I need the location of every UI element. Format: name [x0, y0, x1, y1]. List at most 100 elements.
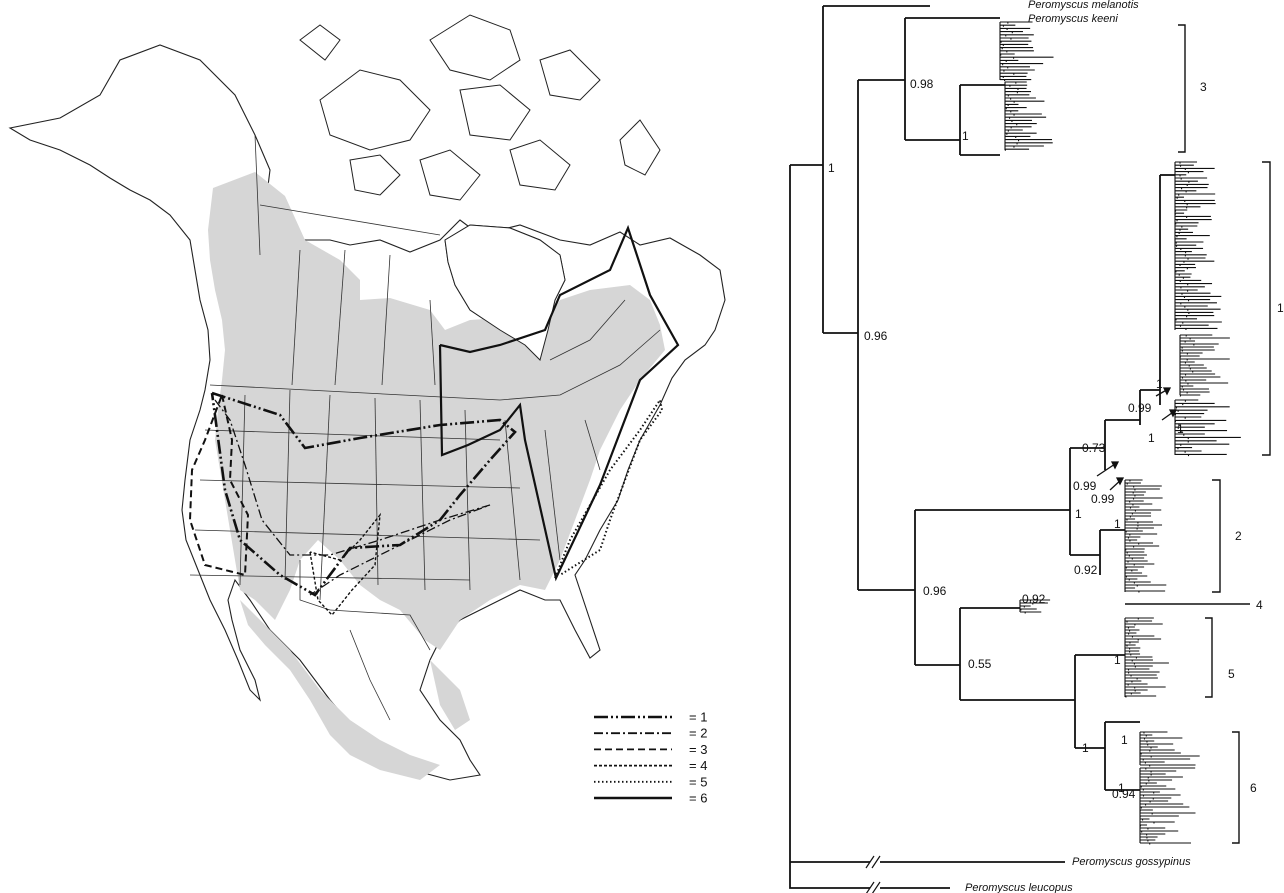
state-province-borders: [189, 134, 661, 721]
tip-branch: [1175, 440, 1217, 443]
tip-branch: [1125, 548, 1145, 551]
tip-branch: [1175, 436, 1241, 440]
tip-branch: [1000, 75, 1027, 78]
route-3: [188, 394, 250, 577]
tip-branch: [1180, 352, 1203, 355]
tip-branch: [1175, 283, 1213, 286]
tip-branch: [1125, 560, 1148, 563]
support-clade3: 1: [962, 129, 969, 143]
tip-branch: [1175, 327, 1218, 330]
tip-branch: [1125, 533, 1158, 536]
tip-branch: [1140, 776, 1183, 779]
tip-branch: [1000, 79, 1032, 82]
tip-branch: [1000, 69, 1035, 72]
tip-branch: [1180, 346, 1214, 349]
tip-branch: [1125, 656, 1153, 659]
tip-branch: [1125, 512, 1152, 515]
tip-branch: [1125, 503, 1153, 506]
support-clade4: 0.92: [1022, 592, 1046, 606]
tip-branch: [1175, 443, 1230, 446]
tip-branch: [1175, 254, 1207, 257]
tip-branch: [1140, 806, 1190, 809]
tips-clade3-b: [1004, 81, 1053, 151]
tip-branch: [1140, 818, 1150, 821]
tip-branch: [1175, 450, 1202, 453]
tips-clade1-low: [1174, 399, 1241, 457]
tip-branch: [1140, 743, 1174, 746]
legend-label-6: = 6: [689, 791, 707, 806]
node-arrows: [1096, 387, 1178, 491]
tip-branch: [1175, 263, 1196, 266]
tip-branch: [1175, 295, 1222, 298]
tip-branch: [1175, 279, 1202, 282]
support-c4: 1: [1156, 377, 1163, 391]
tip-branch: [1175, 241, 1204, 244]
tip-branch: [1180, 337, 1230, 340]
tip-branch: [1005, 87, 1027, 90]
support-c456: 0.55: [968, 657, 992, 671]
tip-branch: [1140, 785, 1167, 788]
taxon-melanotis: Peromyscus melanotis: [1028, 0, 1139, 11]
tip-branch: [1000, 34, 1034, 37]
taxon-leucopus: Peromyscus leucopus: [965, 882, 1073, 893]
tip-branch: [1125, 659, 1153, 662]
tip-branch: [1125, 500, 1144, 503]
tip-branch: [1180, 382, 1229, 385]
tip-branch: [1180, 391, 1210, 394]
tip-branch: [1000, 37, 1029, 40]
tip-branch: [1175, 244, 1197, 247]
tip-branch: [1125, 566, 1145, 569]
tip-branch: [1020, 599, 1051, 602]
bracket-3: [1178, 24, 1186, 153]
tip-branch: [1175, 273, 1192, 276]
tip-branch: [1180, 358, 1230, 361]
tip-branch: [1140, 842, 1191, 845]
tip-branch: [1005, 113, 1042, 116]
legend-label-4: = 4: [689, 758, 707, 773]
tip-branch: [1125, 497, 1163, 500]
tip-branch: [1125, 485, 1162, 488]
tip-branch: [1020, 605, 1031, 608]
tip-branch: [1125, 524, 1163, 527]
tip-branch: [1000, 63, 1044, 66]
clade-label-3: 3: [1200, 80, 1207, 94]
tip-branch: [1175, 225, 1198, 228]
clade-label-2: 2: [1235, 529, 1242, 543]
tip-branch: [1175, 286, 1205, 289]
clade-label-1: 1: [1277, 301, 1284, 315]
tip-branch: [1000, 66, 1030, 69]
support-clade6-top: 1: [1121, 733, 1128, 747]
tip-branch: [1125, 518, 1136, 521]
tip-branch: [1175, 180, 1198, 183]
tip-branch: [1125, 536, 1141, 539]
tip-branch: [1125, 674, 1157, 677]
tip-branch: [1175, 433, 1205, 436]
tip-branch: [1125, 509, 1162, 512]
tip-branch: [1140, 836, 1158, 839]
tip-branch: [1175, 423, 1215, 426]
support-lower: 0.96: [923, 584, 947, 598]
tip-branch: [1125, 590, 1166, 593]
tip-branch: [1125, 635, 1155, 638]
tip-branch: [1175, 321, 1222, 324]
support-clade2-top: 1: [1114, 517, 1121, 531]
support-c5: 1: [1177, 422, 1184, 436]
tip-branch: [1139, 824, 1148, 827]
taxon-keeni: Peromyscus keeni: [1028, 13, 1118, 25]
tip-branch: [1005, 81, 1027, 84]
tip-branch: [1174, 209, 1188, 212]
route-4: [309, 512, 381, 617]
tip-branch: [1174, 419, 1227, 423]
tip-branch: [1005, 107, 1027, 110]
tip-branch: [1180, 349, 1215, 352]
tip-branch: [1125, 488, 1160, 491]
clade-brackets: [1125, 24, 1271, 844]
tip-branch: [1140, 782, 1157, 785]
tip-branch: [1180, 367, 1207, 370]
tip-branch: [1125, 506, 1140, 509]
tip-branch: [1005, 91, 1032, 94]
tip-branch: [1175, 276, 1191, 279]
tip-branch: [1175, 416, 1202, 419]
legend-label-3: = 3: [689, 742, 707, 757]
tip-branch: [1125, 551, 1145, 554]
